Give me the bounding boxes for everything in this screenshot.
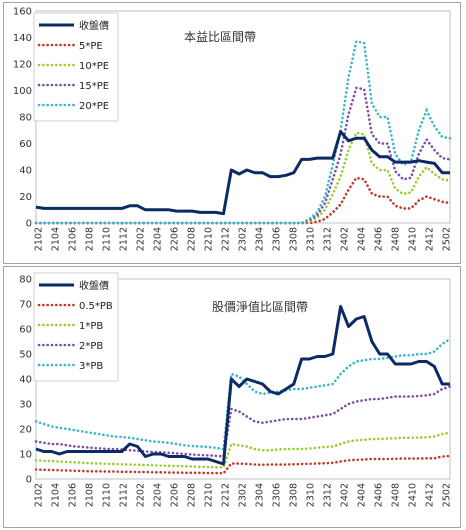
- pe-x-tick-label: 2402: [340, 227, 351, 251]
- pb-band-chart: 0 10 20 30 40 50 60 70 80 2102 2104 2106 2108 2110 211…: [19, 272, 453, 507]
- pb-band-chart-panel: 0 10 20 30 40 50 60 70 80 2102 2104 2106 2108 2110 211…: [3, 266, 461, 528]
- pb-x-tick-label: 2106: [68, 483, 79, 507]
- pb-x-tick-label: 2210: [204, 483, 215, 507]
- pb-series-line-4: [34, 337, 452, 451]
- pe-x-tick-label: 2210: [204, 227, 215, 251]
- pe-x-tick-label: 2406: [374, 227, 385, 251]
- pe-y-tick-label: 140: [13, 33, 32, 44]
- pe-series-line-4: [34, 40, 452, 225]
- pe-legend-label-3: 15*PE: [79, 81, 109, 92]
- pb-x-tick-label: 2404: [357, 483, 368, 507]
- pb-y-tick-label: 20: [19, 425, 32, 436]
- pb-x-tick-label: 2208: [187, 483, 198, 507]
- pe-legend-label-0: 收盤價: [79, 19, 109, 32]
- pb-legend-label-1: 0.5*PB: [79, 301, 113, 312]
- pe-x-tick-label: 2202: [136, 227, 147, 251]
- pb-legend-box: [33, 272, 119, 382]
- pb-x-tick-label: 2212: [221, 483, 232, 507]
- pb-y-tick-label: 80: [19, 275, 32, 286]
- pe-y-tick-label: 100: [13, 86, 32, 97]
- pe-x-tick-label: 2212: [221, 227, 232, 251]
- pb-x-tick-label: 2402: [340, 483, 351, 507]
- pe-y-tick-label: 0: [26, 219, 32, 230]
- pe-x-tick-label: 2112: [119, 227, 130, 251]
- pe-series-line-1: [34, 176, 452, 225]
- pe-x-tick-label: 2408: [391, 227, 402, 251]
- pb-x-tick-label: 2102: [34, 483, 45, 507]
- pe-x-tick-label: 2306: [272, 227, 283, 251]
- pe-legend-label-1: 5*PE: [79, 41, 103, 52]
- pe-x-tick-label: 2204: [153, 227, 164, 251]
- pb-series-line-3: [34, 385, 452, 458]
- pe-x-tick-label: 2410: [408, 227, 419, 251]
- pe-x-tick-label: 2102: [34, 227, 45, 251]
- pb-x-tick-label: 2408: [391, 483, 402, 507]
- pe-x-tick-label: 2308: [289, 227, 300, 251]
- pb-x-tick-label: 2410: [408, 483, 419, 507]
- pb-x-tick-label: 2110: [102, 483, 113, 507]
- pe-x-tick-label: 2304: [255, 227, 266, 251]
- pe-x-tick-label: 2104: [51, 227, 62, 251]
- pe-x-tick-label: 2108: [85, 227, 96, 251]
- pe-legend-label-2: 10*PE: [79, 61, 109, 72]
- pe-y-tick-label: 120: [13, 60, 32, 71]
- pe-x-tick-label: 2206: [170, 227, 181, 251]
- pb-chart-title: 股價淨值比區間帶: [212, 299, 308, 314]
- pb-y-tick-label: 0: [26, 475, 32, 486]
- pb-x-tick-label: 2204: [153, 483, 164, 507]
- pe-x-tick-label: 2412: [425, 227, 436, 251]
- pb-x-tick-label: 2308: [289, 483, 300, 507]
- pe-legend-label-4: 20*PE: [79, 101, 109, 112]
- pe-band-chart: 0 20 40 60 80 100 120 140 160 2102 2104 2106 2108 211…: [13, 7, 453, 252]
- pe-y-tick-label: 160: [13, 7, 32, 18]
- pb-x-tick-label: 2304: [255, 483, 266, 507]
- pb-series-line-0: [35, 305, 450, 466]
- pb-y-tick-label: 60: [19, 325, 32, 336]
- pb-y-tick-label: 40: [19, 375, 32, 386]
- pb-x-tick-label: 2108: [85, 483, 96, 507]
- pb-x-tick-label: 2406: [374, 483, 385, 507]
- pb-x-tick-label: 2104: [51, 483, 62, 507]
- pb-y-tick-label: 30: [19, 400, 32, 411]
- pe-band-chart-panel: 0 20 40 60 80 100 120 140 160 2102 2104 2106 2108 211…: [3, 2, 461, 264]
- pb-x-tick-label: 2502: [442, 483, 453, 507]
- pb-series-line-1: [34, 454, 452, 475]
- pe-chart-title: 本益比區間帶: [184, 30, 256, 44]
- pb-x-tick-label: 2112: [119, 483, 130, 507]
- pe-legend-box: [33, 12, 119, 122]
- pe-y-tick-label: 60: [19, 139, 32, 150]
- pe-series-line-0: [35, 130, 450, 216]
- pe-x-tick-label: 2312: [323, 227, 334, 251]
- pb-legend: 收盤價 0.5*PB 1*PB 2*PB 3*PB: [33, 272, 119, 382]
- pe-legend: 收盤價 5*PE 10*PE 15*PE 20*PE: [33, 12, 119, 122]
- pb-x-tick-label: 2310: [306, 483, 317, 507]
- pb-x-tick-label: 2312: [323, 483, 334, 507]
- pb-x-tick-label: 2302: [238, 483, 249, 507]
- pb-y-tick-label: 50: [19, 350, 32, 361]
- pb-y-tick-label: 70: [19, 300, 32, 311]
- pe-x-tick-label: 2310: [306, 227, 317, 251]
- pb-x-tick-label: 2306: [272, 483, 283, 507]
- pe-y-tick-label: 40: [19, 166, 32, 177]
- pe-x-tick-label: 2404: [357, 227, 368, 251]
- pe-x-tick-label: 2106: [68, 227, 79, 251]
- pb-legend-label-2: 1*PB: [79, 321, 103, 332]
- pb-x-tick-label: 2206: [170, 483, 181, 507]
- pe-x-tick-label: 2110: [102, 227, 113, 251]
- pe-x-tick-label: 2208: [187, 227, 198, 251]
- pb-legend-label-4: 3*PB: [79, 361, 103, 372]
- pb-legend-label-0: 收盤價: [79, 279, 109, 292]
- pb-x-tick-label: 2202: [136, 483, 147, 507]
- pb-legend-label-3: 2*PB: [79, 341, 103, 352]
- pe-x-tick-label: 2302: [238, 227, 249, 251]
- pe-y-tick-label: 20: [19, 192, 32, 203]
- pb-series-line-2: [34, 431, 452, 469]
- pe-x-tick-label: 2502: [442, 227, 453, 251]
- pe-y-tick-label: 80: [19, 113, 32, 124]
- pb-x-tick-label: 2412: [425, 483, 436, 507]
- pb-y-tick-label: 10: [19, 450, 32, 461]
